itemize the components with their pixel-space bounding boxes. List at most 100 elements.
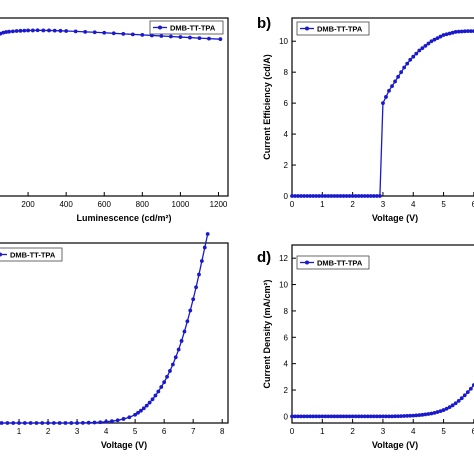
data-point: [140, 33, 145, 37]
data-point: [447, 31, 452, 36]
data-point: [417, 413, 422, 417]
data-point: [453, 30, 458, 34]
x-tick-label: 1: [17, 427, 22, 436]
data-point: [162, 380, 167, 385]
data-point: [335, 194, 340, 198]
data-point: [314, 194, 319, 198]
data-point: [1, 30, 6, 35]
data-point: [399, 414, 404, 419]
data-point: [22, 421, 27, 425]
data-point: [338, 194, 343, 198]
data-point: [356, 414, 361, 419]
legend-label: DMB-TT-TPA: [317, 24, 363, 33]
data-point: [98, 420, 103, 425]
y-tick-label: 10: [279, 281, 288, 290]
data-point: [11, 421, 16, 425]
data-point: [320, 194, 325, 198]
data-point: [46, 421, 50, 425]
data-point: [149, 33, 154, 38]
x-tick-label: 400: [59, 200, 73, 209]
data-point: [35, 28, 40, 33]
data-point: [423, 43, 428, 48]
data-point: [299, 414, 303, 419]
data-point: [414, 51, 419, 56]
data-point: [462, 29, 467, 34]
data-point: [344, 194, 349, 198]
data-point: [423, 412, 428, 417]
y-tick-label: 0: [284, 192, 289, 201]
data-point: [205, 232, 210, 236]
data-point: [121, 417, 126, 421]
x-tick-label: 0: [290, 427, 295, 436]
x-axis-label: Voltage (V): [372, 440, 418, 450]
data-point: [305, 194, 310, 198]
legend-box: [149, 20, 224, 35]
data-point: [432, 410, 437, 415]
data-point: [441, 33, 446, 37]
data-point: [387, 88, 391, 93]
data-point: [381, 414, 385, 419]
legend-label: DMB-TT-TPA: [317, 258, 363, 267]
data-point: [347, 194, 352, 198]
data-point: [399, 70, 404, 75]
data-point: [426, 412, 431, 416]
data-point: [293, 194, 297, 198]
data-point: [170, 362, 175, 367]
y-tick-label: 10: [279, 37, 288, 46]
x-tick-label: 6: [472, 200, 474, 209]
data-point: [41, 28, 46, 33]
data-point: [191, 297, 196, 302]
data-point: [468, 386, 473, 391]
data-point: [387, 414, 391, 419]
data-point: [63, 421, 68, 425]
data-point: [329, 414, 334, 419]
y-axis-label: Current Efficiency (cd/A): [262, 54, 272, 160]
data-point: [133, 412, 138, 417]
data-point: [444, 32, 449, 37]
data-point: [197, 272, 201, 277]
legend: DMB-TT-TPA: [0, 247, 63, 262]
plot-frame-a: [0, 17, 229, 197]
data-point: [390, 414, 394, 419]
x-tick-label: 6: [162, 427, 167, 436]
x-tick-label: 1000: [172, 200, 190, 209]
data-point: [83, 29, 88, 34]
x-tick-label: 4: [411, 427, 416, 436]
data-point: [178, 35, 183, 39]
y-tick-label: 8: [284, 307, 289, 316]
data-point: [17, 421, 21, 425]
data-point: [314, 414, 319, 419]
data-point: [317, 414, 322, 419]
data-point: [338, 414, 343, 419]
data-point: [4, 30, 9, 34]
plot-frame-c: [0, 242, 229, 424]
x-tick-label: 5: [441, 427, 446, 436]
y-tick-label: 12: [279, 254, 288, 263]
data-point: [51, 421, 56, 425]
data-point: [92, 420, 97, 425]
data-point: [311, 414, 316, 419]
data-point: [365, 414, 370, 419]
data-point: [344, 414, 349, 419]
data-point: [159, 34, 164, 38]
data-point: [173, 355, 178, 360]
data-point: [374, 194, 379, 198]
data-point: [438, 409, 443, 414]
data-point: [302, 194, 307, 198]
legend-box: [0, 247, 63, 262]
data-point: [378, 414, 382, 419]
data-point: [420, 412, 425, 417]
x-tick-label: 2: [350, 200, 355, 209]
data-point: [64, 29, 69, 33]
data-point: [462, 393, 467, 398]
y-tick-label: 0: [284, 412, 289, 421]
data-point: [290, 194, 294, 198]
x-tick-label: 600: [98, 200, 112, 209]
x-tick-label: 3: [381, 427, 386, 436]
data-point: [73, 29, 78, 34]
data-point: [381, 101, 385, 106]
data-point: [362, 194, 367, 198]
data-point: [441, 408, 446, 412]
data-point: [320, 414, 325, 419]
data-point: [420, 46, 425, 51]
